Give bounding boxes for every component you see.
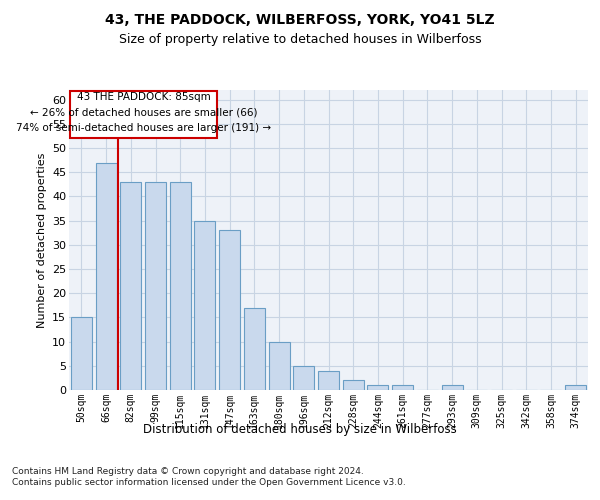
Text: Distribution of detached houses by size in Wilberfoss: Distribution of detached houses by size …	[143, 422, 457, 436]
Text: Contains HM Land Registry data © Crown copyright and database right 2024.
Contai: Contains HM Land Registry data © Crown c…	[12, 468, 406, 487]
Bar	[194, 220, 215, 390]
Bar	[367, 385, 388, 390]
Bar	[318, 370, 339, 390]
Bar	[244, 308, 265, 390]
Text: 43, THE PADDOCK, WILBERFOSS, YORK, YO41 5LZ: 43, THE PADDOCK, WILBERFOSS, YORK, YO41 …	[105, 12, 495, 26]
Bar	[343, 380, 364, 390]
Bar	[293, 366, 314, 390]
Bar	[269, 342, 290, 390]
Bar	[95, 162, 116, 390]
Bar	[565, 385, 586, 390]
Text: Size of property relative to detached houses in Wilberfoss: Size of property relative to detached ho…	[119, 32, 481, 46]
Bar	[145, 182, 166, 390]
Bar	[392, 385, 413, 390]
Bar	[170, 182, 191, 390]
Y-axis label: Number of detached properties: Number of detached properties	[37, 152, 47, 328]
Bar	[442, 385, 463, 390]
Text: 43 THE PADDOCK: 85sqm
← 26% of detached houses are smaller (66)
74% of semi-deta: 43 THE PADDOCK: 85sqm ← 26% of detached …	[16, 92, 271, 133]
Bar	[219, 230, 240, 390]
Bar	[71, 318, 92, 390]
Bar	[120, 182, 141, 390]
